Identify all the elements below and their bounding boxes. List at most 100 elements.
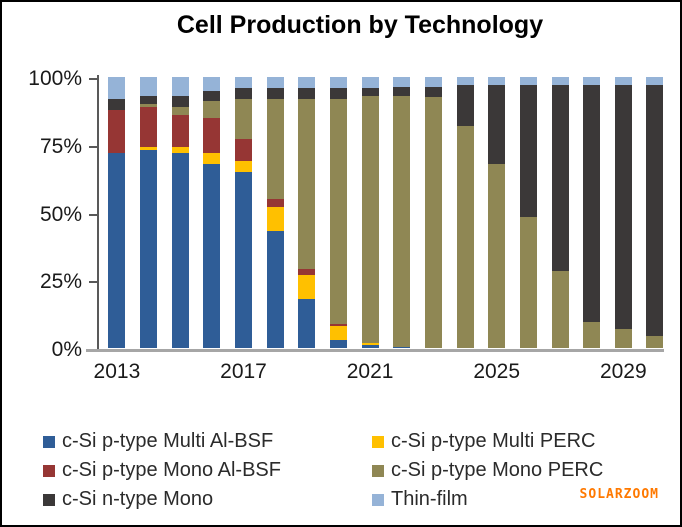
legend-label: c-Si p-type Multi Al-BSF: [62, 430, 274, 452]
bar-segment-thin-film: [614, 77, 632, 86]
bar-segment-c-si-p-type-multi-al-bsf: [266, 231, 284, 348]
bar-segment-c-si-p-type-multi-perc: [171, 147, 189, 153]
bar-segment-c-si-p-type-multi-perc: [361, 342, 379, 346]
bar-segment-c-si-n-type-mono: [171, 96, 189, 107]
y-axis-label-0: 0%: [51, 338, 82, 361]
bar-segment-c-si-p-type-mono-al-bsf: [235, 139, 252, 162]
bar-segment-c-si-p-type-multi-al-bsf: [203, 163, 221, 348]
bar-segment-c-si-p-type-mono-perc: [424, 97, 442, 348]
bar-segment-c-si-p-type-mono-perc: [551, 270, 569, 348]
legend-swatch-icon: [43, 435, 55, 448]
bar-2024: [456, 77, 474, 348]
y-axis-line: [97, 75, 99, 351]
legend-swatch-icon: [372, 435, 384, 448]
bar-segment-c-si-p-type-mono-perc: [266, 98, 284, 199]
watermark: SOLARZOOM: [579, 487, 659, 502]
bar-segment-c-si-p-type-mono-al-bsf: [329, 323, 347, 327]
bar-segment-c-si-n-type-mono: [361, 87, 379, 96]
legend-swatch-icon: [372, 493, 384, 506]
bar-segment-c-si-p-type-mono-perc: [393, 95, 411, 347]
bar-segment-thin-film: [583, 77, 601, 86]
chart-title: Cell Production by Technology: [176, 11, 544, 39]
bar-segment-thin-film: [329, 77, 347, 88]
bar-segment-c-si-p-type-multi-al-bsf: [171, 152, 189, 348]
x-axis-label-2013: 2013: [93, 360, 141, 383]
bar-2026: [519, 77, 537, 348]
legend-item-c-si-p-type-mono-perc: c-Si p-type Mono PERC: [372, 459, 653, 481]
bar-segment-thin-film: [488, 77, 506, 86]
x-axis-label-2029: 2029: [599, 360, 647, 383]
bar-segment-c-si-p-type-multi-al-bsf: [298, 299, 316, 348]
bar-segment-c-si-n-type-mono: [203, 90, 221, 102]
legend-label: c-Si p-type Mono Al-BSF: [62, 459, 281, 481]
y-tick-25: [89, 281, 98, 284]
bar-segment-c-si-p-type-multi-al-bsf: [329, 339, 347, 348]
bar-segment-thin-film: [108, 77, 126, 99]
bar-segment-c-si-n-type-mono: [551, 85, 569, 271]
bar-segment-thin-film: [393, 77, 411, 87]
legend-label: c-Si p-type Multi PERC: [391, 430, 596, 452]
bar-segment-c-si-p-type-multi-al-bsf: [361, 345, 379, 348]
legend: c-Si p-type Multi Al-BSF c-Si p-type Mult…: [43, 430, 653, 510]
legend-label: c-Si n-type Mono: [62, 488, 214, 510]
y-axis-label-100: 100%: [28, 67, 82, 90]
bar-segment-c-si-p-type-mono-al-bsf: [266, 198, 284, 208]
bar-segment-c-si-p-type-multi-al-bsf: [108, 152, 126, 348]
bar-segment-c-si-p-type-mono-perc: [488, 163, 506, 348]
bar-segment-thin-film: [361, 77, 379, 88]
bar-segment-c-si-p-type-multi-al-bsf: [235, 171, 252, 348]
bar-segment-c-si-n-type-mono: [329, 87, 347, 99]
bar-segment-c-si-n-type-mono: [488, 85, 506, 164]
bar-segment-c-si-p-type-mono-al-bsf: [298, 269, 316, 275]
bar-2020: [329, 77, 347, 348]
y-tick-100: [89, 78, 98, 80]
bar-segment-c-si-p-type-multi-al-bsf: [140, 150, 158, 348]
bar-segment-c-si-p-type-multi-perc: [329, 326, 347, 340]
x-axis-label-2021: 2021: [346, 360, 394, 383]
legend-label: c-Si p-type Mono PERC: [391, 459, 604, 481]
bar-segment-c-si-p-type-multi-perc: [203, 152, 221, 164]
legend-swatch-icon: [43, 464, 55, 477]
bar-segment-c-si-p-type-mono-al-bsf: [140, 106, 158, 148]
bar-segment-c-si-p-type-multi-perc: [266, 207, 284, 232]
bar-segment-c-si-n-type-mono: [140, 96, 158, 105]
bar-2028: [583, 77, 601, 348]
legend-item-c-si-p-type-multi-perc: c-Si p-type Multi PERC: [372, 430, 653, 452]
bar-segment-c-si-p-type-mono-perc: [583, 322, 601, 348]
y-axis-label-25: 25%: [39, 270, 82, 294]
bar-segment-c-si-p-type-mono-perc: [298, 98, 316, 270]
legend-item-c-si-n-type-mono: c-Si n-type Mono: [43, 488, 372, 510]
bar-2025: [488, 77, 506, 348]
bar-2018: [266, 77, 284, 348]
bar-segment-c-si-n-type-mono: [456, 85, 474, 126]
bar-segment-thin-film: [551, 77, 569, 86]
bar-segment-c-si-n-type-mono: [583, 85, 601, 323]
bar-segment-c-si-n-type-mono: [298, 87, 316, 99]
bar-segment-c-si-n-type-mono: [235, 87, 252, 99]
bar-segment-c-si-n-type-mono: [646, 85, 664, 336]
bar-segment-c-si-p-type-mono-perc: [140, 104, 158, 107]
bar-segment-thin-film: [140, 77, 158, 96]
bar-segment-c-si-p-type-mono-al-bsf: [203, 117, 221, 153]
bar-segment-c-si-p-type-multi-perc: [140, 147, 158, 151]
y-axis-label-75: 75%: [39, 134, 82, 158]
bar-2023: [424, 77, 442, 348]
bar-segment-c-si-p-type-mono-al-bsf: [108, 109, 126, 153]
bar-2013: [108, 77, 126, 348]
bar-segment-c-si-n-type-mono: [424, 86, 442, 98]
y-tick-50: [89, 213, 98, 216]
bar-segment-c-si-p-type-mono-al-bsf: [171, 114, 189, 148]
bar-segment-c-si-n-type-mono: [266, 87, 284, 99]
y-tick-75: [89, 145, 98, 148]
bar-segment-c-si-p-type-mono-perc: [361, 95, 379, 343]
bar-segment-thin-film: [171, 77, 189, 97]
bar-segment-c-si-p-type-mono-perc: [456, 125, 474, 348]
legend-label: Thin-film: [391, 488, 468, 510]
bar-2027: [551, 77, 569, 348]
bar-segment-thin-film: [298, 77, 316, 88]
legend-item-thin-film: Thin-film: [372, 488, 653, 510]
bar-2015: [171, 77, 189, 348]
legend-item-c-si-p-type-multi-al-bsf: c-Si p-type Multi Al-BSF: [43, 430, 372, 452]
bar-segment-c-si-p-type-mono-perc: [329, 98, 347, 324]
bar-2029: [614, 77, 632, 348]
